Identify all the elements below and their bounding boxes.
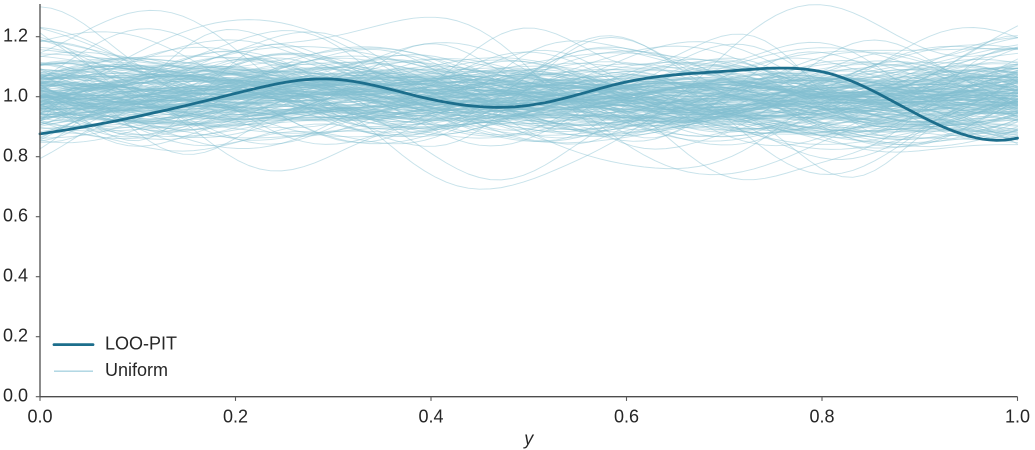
svg-text:0.4: 0.4 <box>418 407 443 427</box>
svg-text:0.2: 0.2 <box>3 325 28 345</box>
svg-text:0.6: 0.6 <box>3 205 28 225</box>
svg-text:y: y <box>522 429 534 449</box>
svg-text:1.0: 1.0 <box>1005 407 1030 427</box>
svg-text:0.2: 0.2 <box>223 407 248 427</box>
svg-text:0.8: 0.8 <box>3 145 28 165</box>
svg-text:0.0: 0.0 <box>27 407 52 427</box>
svg-text:1.2: 1.2 <box>3 25 28 45</box>
svg-text:LOO-PIT: LOO-PIT <box>105 333 177 353</box>
svg-text:0.6: 0.6 <box>614 407 639 427</box>
svg-text:0.8: 0.8 <box>809 407 834 427</box>
svg-text:1.0: 1.0 <box>3 85 28 105</box>
svg-text:0.4: 0.4 <box>3 265 28 285</box>
svg-text:Uniform: Uniform <box>105 360 168 380</box>
svg-text:0.0: 0.0 <box>3 385 28 405</box>
